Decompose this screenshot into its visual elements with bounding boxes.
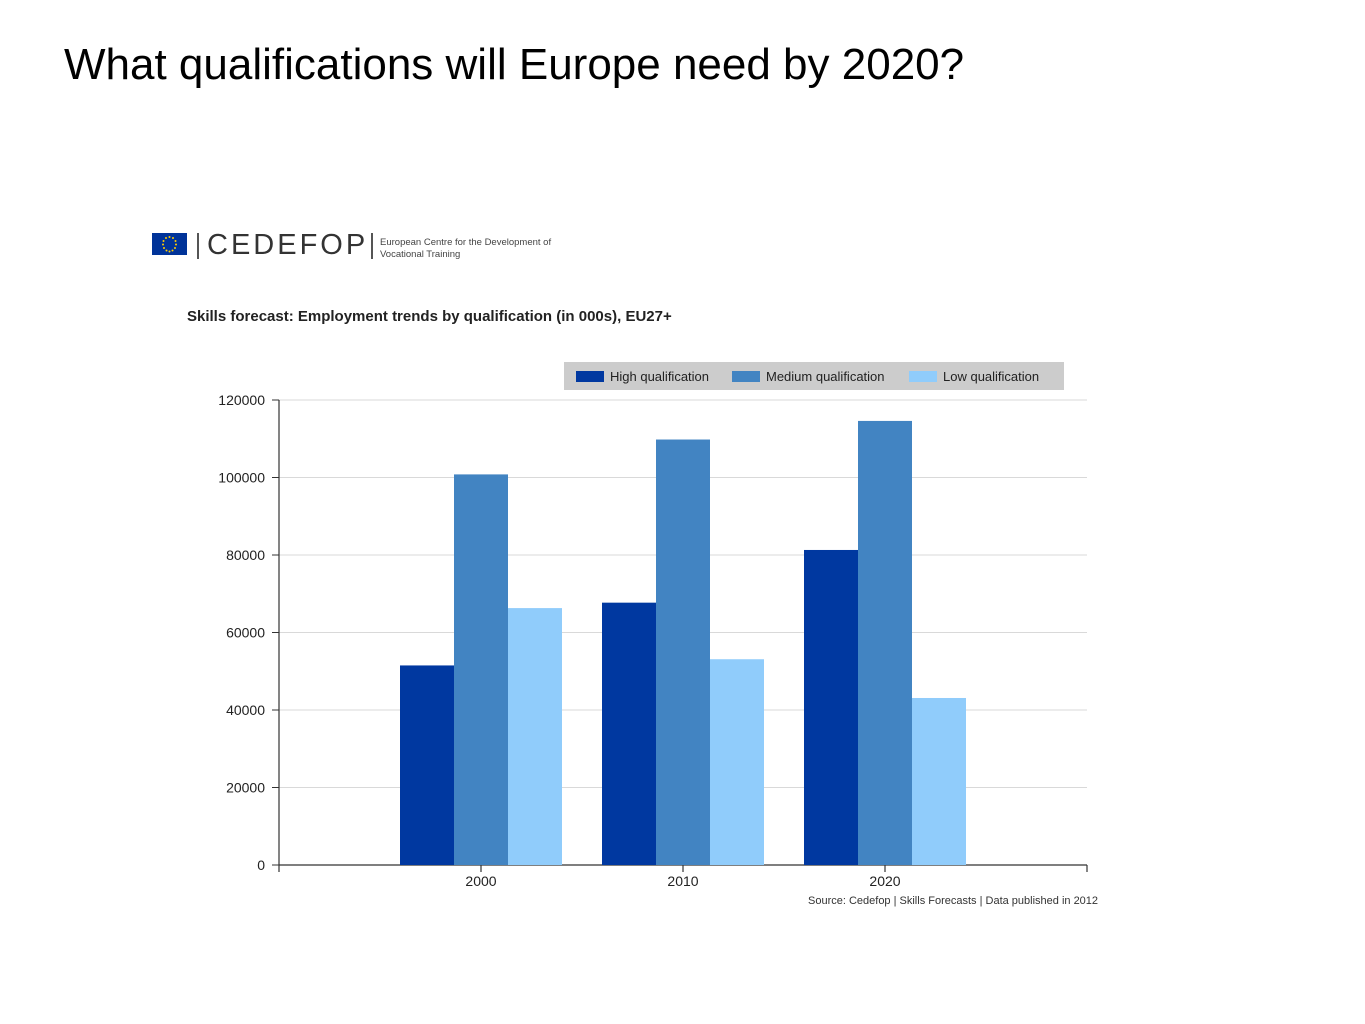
- legend-label-high: High qualification: [610, 368, 710, 384]
- x-tick-label: 2000: [465, 873, 496, 889]
- bar-medium-2000: [454, 474, 508, 865]
- chart-title: Skills forecast: Employment trends by qu…: [187, 308, 672, 325]
- legend-item-medium: Medium qualification: [732, 362, 885, 390]
- logo-divider: [371, 233, 373, 259]
- logo-org-name: European Centre for the Development of V…: [380, 237, 552, 260]
- y-tick-label: 0: [257, 857, 265, 873]
- legend-item-low: Low qualification: [909, 362, 1039, 390]
- y-tick-label: 60000: [226, 625, 265, 641]
- bar-low-2020: [912, 697, 966, 865]
- legend-label-medium: Medium qualification: [766, 368, 885, 384]
- bar-medium-2010: [656, 439, 710, 865]
- legend-swatch-medium: [732, 370, 760, 382]
- bar-high-2010: [602, 602, 656, 865]
- x-tick-label: 2010: [667, 873, 698, 889]
- bar-high-2000: [400, 665, 454, 865]
- y-tick-label: 120000: [218, 392, 265, 408]
- legend-label-low: Low qualification: [943, 368, 1040, 384]
- y-tick-label: 100000: [218, 470, 265, 486]
- logo-divider: [197, 233, 199, 259]
- bar-high-2020: [804, 549, 858, 865]
- y-tick-label: 80000: [226, 547, 265, 563]
- source-note: Source: Cedefop | Skills Forecasts | Dat…: [808, 895, 1099, 907]
- bar-medium-2020: [858, 420, 912, 865]
- legend-swatch-high: [576, 370, 604, 382]
- y-tick-label: 40000: [226, 702, 265, 718]
- bar-low-2010: [710, 659, 764, 865]
- eu-flag-icon: [152, 233, 187, 255]
- bar-low-2000: [508, 608, 562, 865]
- chart-legend: High qualification Medium qualification …: [564, 362, 1064, 390]
- legend-swatch-low: [909, 370, 937, 382]
- slide-title: What qualifications will Europe need by …: [64, 40, 965, 89]
- x-tick-label: 2020: [869, 873, 900, 889]
- y-tick-label: 20000: [226, 780, 265, 796]
- logo-wordmark: CEDEFOP: [207, 229, 369, 261]
- legend-item-high: High qualification: [576, 362, 709, 390]
- cedefop-logo: CEDEFOP European Centre for the Developm…: [152, 229, 572, 265]
